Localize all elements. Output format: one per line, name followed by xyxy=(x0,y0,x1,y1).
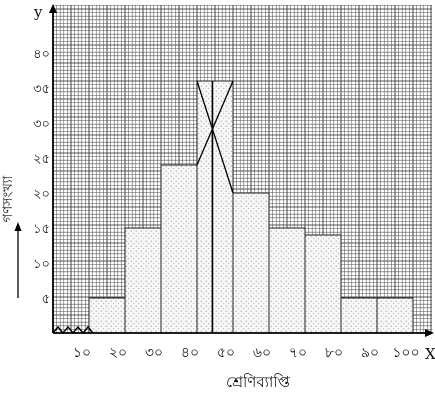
y-tick-label: ১০ xyxy=(33,257,50,272)
histogram-bar xyxy=(376,297,414,334)
x-axis-letter: X xyxy=(425,345,435,363)
y-tick-label: ৩৫ xyxy=(33,82,50,97)
histogram-bar xyxy=(304,234,342,334)
x-tick-label: ৬০ xyxy=(253,345,271,361)
y-tick-label: ১৫ xyxy=(33,222,50,237)
histogram-bar xyxy=(124,227,162,334)
x-tick-label: ৭০ xyxy=(289,345,307,361)
histogram-bar xyxy=(88,297,126,334)
y-tick-label: ২৫ xyxy=(33,152,50,167)
histogram-bars xyxy=(88,80,414,334)
x-tick-label: ৪০ xyxy=(181,345,199,361)
mode-diagonal-left xyxy=(196,80,234,194)
histogram-bar xyxy=(160,164,198,334)
y-tick-label: ৪০ xyxy=(33,47,50,62)
y-tick-label: ৫ xyxy=(42,292,50,307)
x-tick-label: ৮০ xyxy=(325,345,343,361)
y-axis-arrow xyxy=(49,4,57,13)
histogram-bar xyxy=(268,227,306,334)
histogram-bar xyxy=(340,297,378,334)
histogram-bar xyxy=(196,80,234,334)
mode-construction-lines xyxy=(196,80,234,333)
y-axis-letter: y xyxy=(33,3,43,21)
x-axis-arrow xyxy=(425,329,434,337)
y-axis-title-arrow xyxy=(14,222,22,298)
mode-diagonal-right xyxy=(196,80,234,166)
axis-break-zigzag xyxy=(52,325,94,335)
x-axis-title: শ্রেণিব্যাপ্তি xyxy=(226,373,291,391)
y-tick-label: ২০ xyxy=(33,187,50,202)
tick-labels: ১০ ২০ ৩০ ৪০ ৫০ ৬০ ৭০ ৮০ ৯০ ১০০ ৫ ১০ ১৫ ২০ ২৫ ৩০ ৩৫ ৪০ xyxy=(33,47,420,361)
y-tick-label: ৩০ xyxy=(33,117,50,132)
x-tick-label: ২০ xyxy=(109,345,127,361)
x-tick-label: ৩০ xyxy=(145,345,163,361)
x-tick-label: ১০০ xyxy=(392,345,419,361)
y-axis-title: গণসংখ্যা xyxy=(1,175,16,222)
x-tick-label: ১০ xyxy=(73,345,91,361)
histogram-bar xyxy=(232,192,270,334)
axes xyxy=(49,4,434,337)
x-tick-label: ৯০ xyxy=(361,345,379,361)
x-tick-label: ৫০ xyxy=(217,345,235,361)
